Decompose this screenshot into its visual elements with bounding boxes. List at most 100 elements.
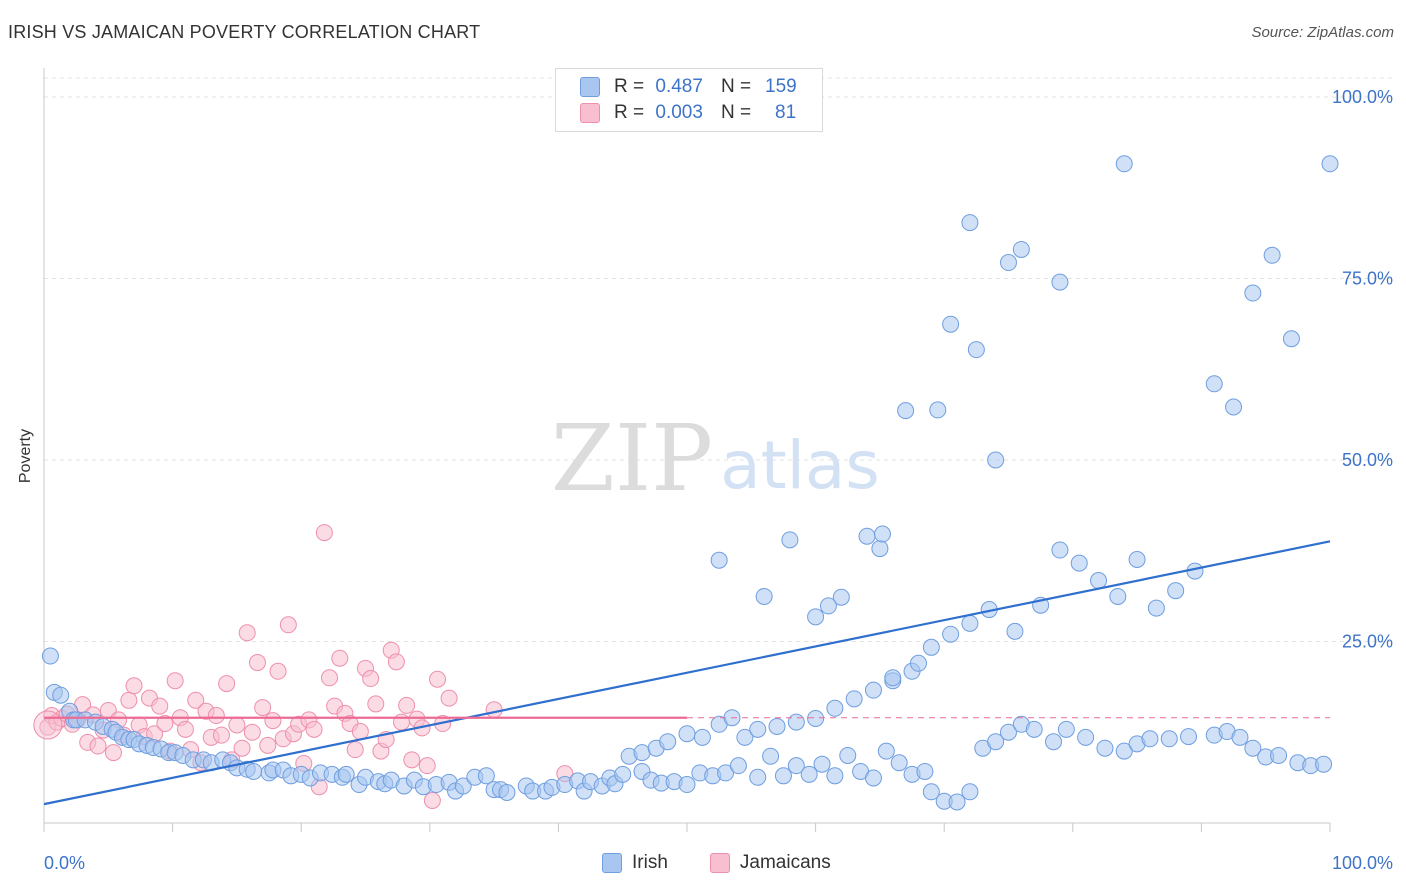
- irish-point: [678, 725, 696, 743]
- irish-point: [1000, 723, 1017, 741]
- jamaicans-point: [166, 672, 184, 690]
- irish-point: [832, 588, 850, 606]
- trend-lines: [43, 540, 1331, 806]
- irish-legend-swatch: [602, 853, 622, 873]
- irish-point: [774, 767, 792, 785]
- irish-point: [873, 525, 891, 543]
- irish-point: [826, 699, 844, 717]
- irish-point: [1128, 550, 1146, 568]
- tick-labels: 25.0% 50.0% 75.0% 100.0% 0.0% 100.0%: [44, 87, 1393, 873]
- irish-swatch: [580, 77, 600, 97]
- chart-source: Source: ZipAtlas.com: [1251, 24, 1394, 41]
- jamaicans-legend-swatch: [709, 853, 730, 873]
- irish-point: [987, 451, 1005, 469]
- y-axis-label: Poverty: [17, 428, 34, 484]
- irish-point: [948, 793, 966, 811]
- irish-point: [781, 531, 799, 549]
- irish-point: [1263, 246, 1281, 264]
- irish-point: [755, 587, 773, 605]
- irish-point: [1090, 572, 1108, 590]
- irish-point: [1057, 720, 1075, 738]
- jamaicans-point: [403, 751, 421, 769]
- irish-point: [1315, 755, 1333, 773]
- irish-point: [1205, 375, 1223, 393]
- irish-point: [987, 733, 1005, 751]
- irish-point: [1282, 330, 1300, 348]
- irish-point: [1141, 730, 1159, 748]
- irish-point: [678, 776, 696, 794]
- jamaicans-point: [320, 669, 338, 687]
- y-tick-label: 75.0%: [1342, 269, 1393, 289]
- irish-point: [787, 713, 805, 731]
- jamaicans-r-value: 0.003: [655, 102, 703, 123]
- irish-point: [749, 720, 767, 738]
- irish-point: [768, 717, 786, 735]
- irish-point: [1180, 728, 1198, 746]
- irish-point: [864, 681, 882, 699]
- irish-point: [52, 686, 70, 704]
- jamaicans-point: [228, 716, 246, 734]
- irish-point: [1012, 240, 1030, 258]
- jamaicans-point: [315, 524, 333, 542]
- jamaicans-point: [393, 713, 411, 731]
- jamaicans-point: [254, 699, 272, 717]
- irish-point: [1167, 582, 1185, 600]
- irish-point: [871, 540, 889, 558]
- jamaicans-points: [33, 524, 574, 809]
- irish-point: [858, 527, 876, 545]
- irish-point: [800, 765, 818, 783]
- jamaicans-point: [331, 649, 349, 667]
- irish-point: [813, 755, 831, 773]
- jamaicans-swatch: [580, 103, 600, 123]
- irish-point: [916, 762, 934, 780]
- irish-point: [890, 754, 908, 772]
- irish-point: [1244, 739, 1262, 757]
- irish-point: [1270, 746, 1288, 764]
- watermark-atlas: atlas: [720, 427, 880, 504]
- irish-n-label: N =: [720, 76, 752, 97]
- jamaicans-point: [125, 677, 143, 695]
- series-legend: Irish Jamaicans: [602, 852, 831, 874]
- jamaicans-point: [362, 670, 380, 688]
- jamaicans-point: [259, 736, 277, 754]
- jamaicans-point: [33, 710, 63, 740]
- x-tick-label: 0.0%: [44, 853, 85, 873]
- irish-r-value: 0.487: [655, 76, 703, 97]
- jamaicans-point: [207, 707, 225, 725]
- irish-point: [1096, 739, 1114, 757]
- irish-point: [1147, 599, 1165, 617]
- irish-point: [454, 777, 472, 795]
- irish-point: [717, 764, 735, 782]
- irish-r-label: R =: [614, 76, 645, 97]
- watermark-zip: ZIP: [551, 405, 713, 512]
- jamaicans-point: [243, 723, 261, 741]
- irish-point: [807, 709, 825, 727]
- y-tick-label: 25.0%: [1342, 632, 1393, 652]
- irish-point: [845, 690, 863, 708]
- jamaicans-point: [120, 691, 138, 709]
- irish-point: [1051, 273, 1069, 291]
- irish-point: [1000, 254, 1017, 272]
- jamaicans-point: [440, 689, 458, 707]
- jamaicans-point: [423, 791, 441, 809]
- irish-point: [807, 608, 825, 626]
- irish-point: [1051, 541, 1069, 559]
- jamaicans-point: [418, 757, 436, 775]
- jamaicans-point: [151, 697, 169, 715]
- jamaicans-point: [485, 701, 503, 719]
- irish-point: [1006, 622, 1024, 640]
- jamaicans-point: [429, 670, 447, 688]
- jamaicans-r-label: R =: [614, 102, 645, 123]
- y-tick-label: 50.0%: [1342, 450, 1393, 470]
- jamaicans-point: [398, 696, 416, 714]
- irish-point: [877, 742, 895, 760]
- irish-point: [1225, 398, 1243, 416]
- irish-point: [909, 654, 927, 672]
- irish-point: [1321, 155, 1339, 173]
- irish-point: [897, 402, 915, 420]
- jamaicans-point: [351, 723, 369, 741]
- irish-point: [961, 614, 979, 632]
- jamaicans-point: [387, 653, 405, 671]
- legend-row-irish: R = 0.487 N = 159: [580, 75, 797, 99]
- irish-point: [498, 784, 516, 802]
